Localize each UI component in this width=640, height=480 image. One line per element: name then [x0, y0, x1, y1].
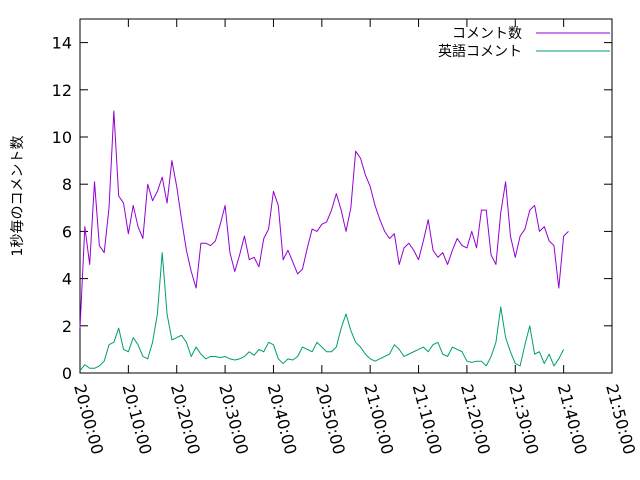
x-axis-ticks: 20:00:00 20:10:00 20:20:00 20:30:00 20:40:00… [70, 19, 639, 456]
plot-frame [79, 18, 613, 374]
y-tick-label: 8 [62, 175, 72, 194]
x-tick-label: 20:10:00 [118, 382, 155, 456]
y-axis-title: 1秒毎のコメント数 [10, 136, 26, 257]
x-tick-label: 20:20:00 [167, 382, 204, 456]
x-tick-label: 21:50:00 [602, 382, 639, 456]
y-tick-label: 10 [52, 128, 72, 147]
x-tick-label: 20:00:00 [70, 382, 107, 456]
y-tick-label: 14 [52, 34, 72, 53]
series-line-1 [79, 252, 565, 371]
x-tick-label: 21:10:00 [409, 382, 446, 456]
legend-label: コメント数 [452, 26, 522, 42]
x-tick-label: 20:40:00 [264, 382, 301, 456]
x-tick-label: 21:00:00 [360, 382, 397, 456]
series-layer [79, 110, 569, 371]
x-tick-label: 21:20:00 [457, 382, 494, 456]
y-tick-label: 4 [62, 270, 72, 289]
series-line-0 [79, 110, 569, 329]
y-tick-label: 0 [62, 364, 72, 383]
x-tick-label: 20:50:00 [312, 382, 349, 456]
x-tick-label: 21:30:00 [505, 382, 542, 456]
x-tick-label: 20:30:00 [215, 382, 252, 456]
y-tick-label: 6 [62, 222, 72, 241]
legend-label: 英語コメント [438, 43, 522, 60]
y-tick-label: 2 [62, 317, 72, 336]
y-tick-label: 12 [52, 81, 72, 100]
y-axis-ticks: 0 2 4 6 8 10 12 14 [52, 34, 612, 383]
x-tick-label: 21:40:00 [554, 382, 591, 456]
